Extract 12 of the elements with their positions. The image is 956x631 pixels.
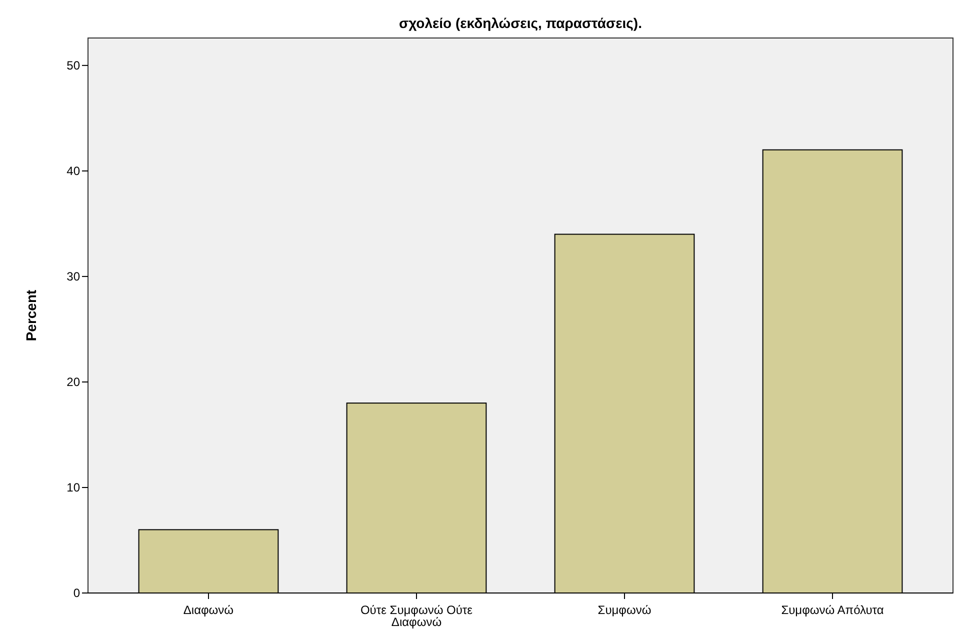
chart-title: σχολείο (εκδηλώσεις, παραστάσεις). [399, 15, 642, 31]
y-tick-label: 50 [66, 58, 80, 73]
y-tick-label: 0 [73, 586, 80, 600]
x-tick-label: Συμφωνώ [598, 603, 652, 617]
y-tick-label: 40 [66, 164, 80, 178]
y-tick-label: 30 [66, 270, 80, 284]
x-tick-label: Ούτε Συμφωνώ Ούτε Διαφωνώ [360, 603, 474, 629]
x-tick-label: Διαφωνώ [183, 603, 234, 617]
y-axis-title: Percent [23, 289, 39, 342]
y-tick-label: 20 [66, 375, 80, 390]
y-tick-label: 10 [66, 480, 80, 495]
x-tick-label: Συμφωνώ Απόλυτα [781, 603, 884, 617]
